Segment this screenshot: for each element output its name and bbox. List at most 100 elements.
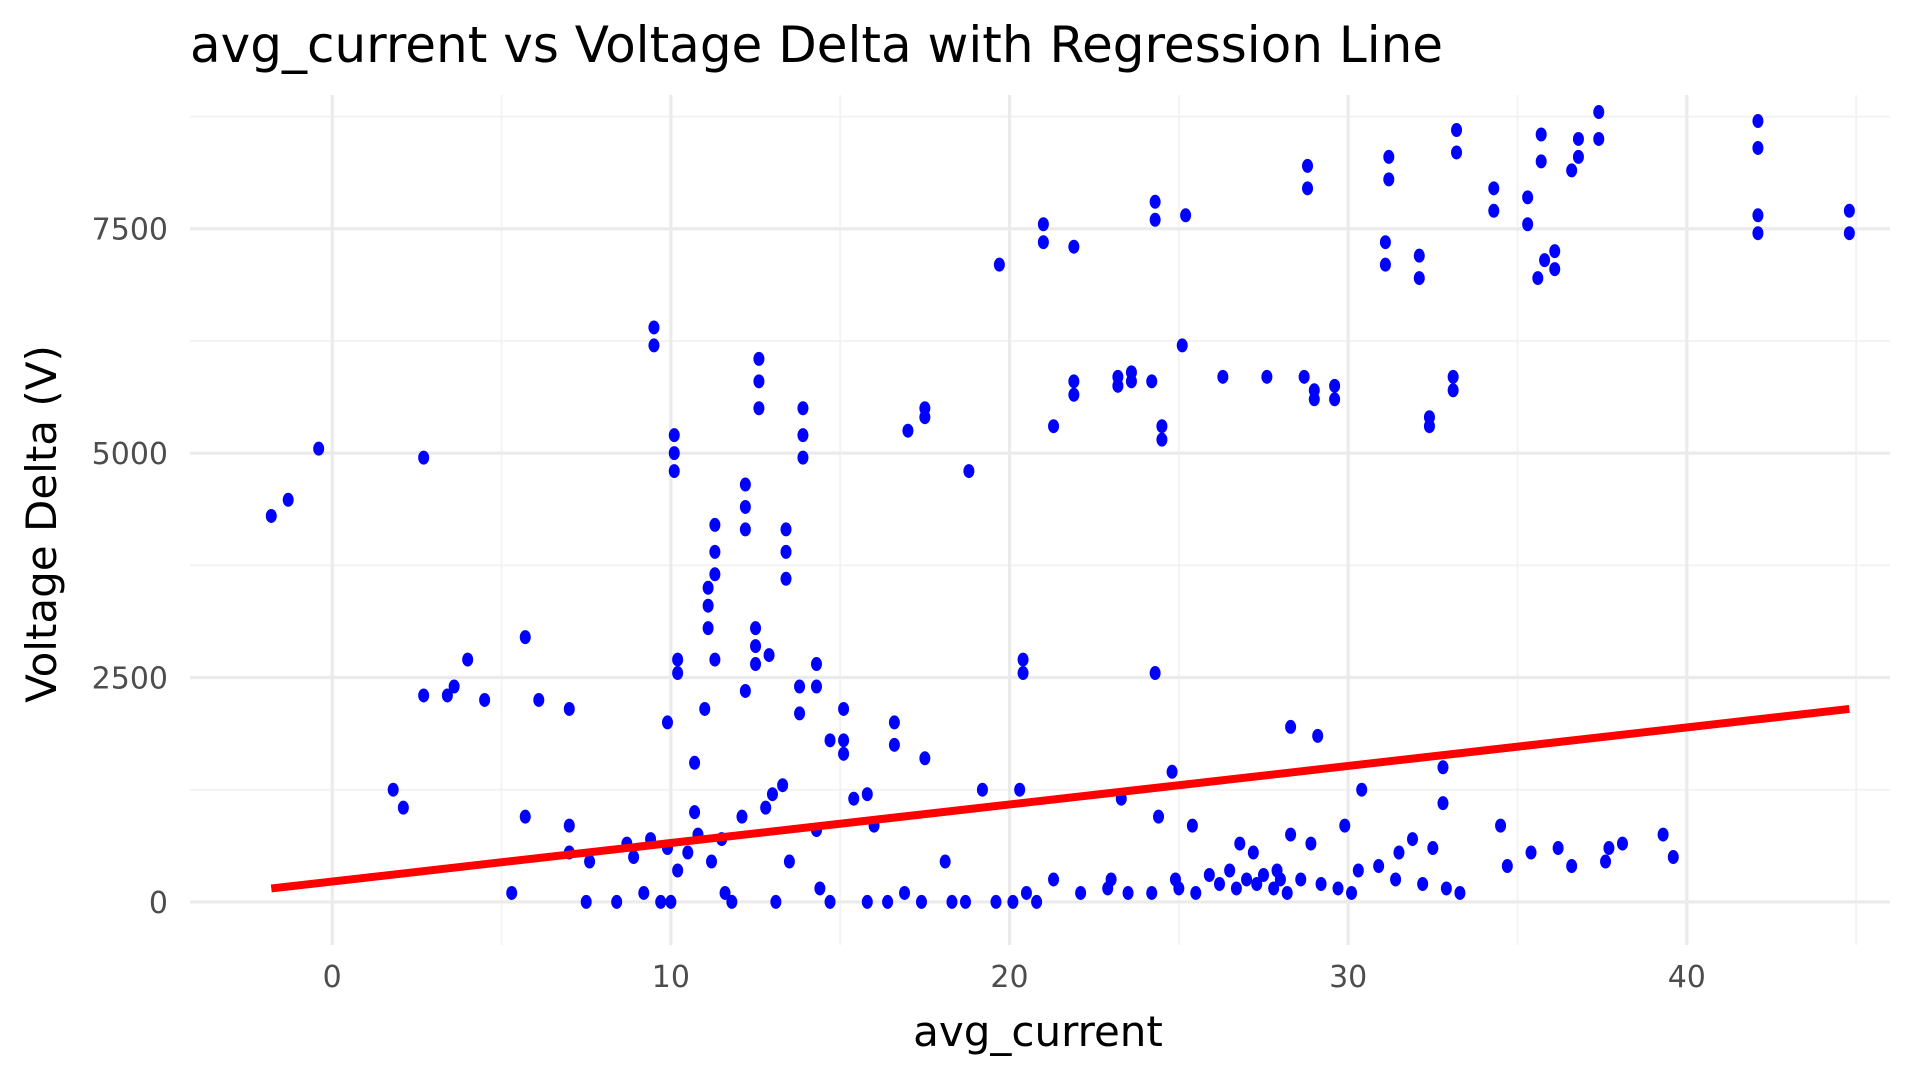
data-point <box>902 423 914 438</box>
data-point <box>702 598 714 613</box>
data-point <box>661 715 673 730</box>
data-point <box>702 621 714 636</box>
data-point <box>780 522 792 537</box>
data-point <box>1356 782 1368 797</box>
data-point <box>1031 894 1043 909</box>
data-point <box>672 652 684 667</box>
data-point <box>1535 127 1547 142</box>
data-point <box>462 652 474 667</box>
data-point <box>753 401 765 416</box>
data-point <box>1308 383 1320 398</box>
data-point <box>1149 666 1161 681</box>
data-point <box>1020 885 1032 900</box>
data-point <box>1600 854 1612 869</box>
data-point <box>1352 863 1364 878</box>
data-point <box>668 446 680 461</box>
regression-line <box>270 704 1850 893</box>
data-point <box>1241 872 1253 887</box>
data-point <box>1305 836 1317 851</box>
data-point <box>1122 885 1134 900</box>
data-point <box>682 845 694 860</box>
data-point <box>1522 217 1534 232</box>
data-point <box>1224 863 1236 878</box>
data-point <box>584 854 596 869</box>
data-point <box>1346 885 1358 900</box>
data-point <box>1037 235 1049 250</box>
data-point <box>638 885 650 900</box>
data-point <box>702 580 714 595</box>
data-point <box>1166 764 1178 779</box>
data-point <box>753 374 765 389</box>
regression-line-layer <box>270 704 1850 893</box>
data-point <box>1251 876 1263 891</box>
data-point <box>1549 244 1561 259</box>
data-point <box>699 701 711 716</box>
data-point <box>1285 719 1297 734</box>
data-point <box>1268 881 1280 896</box>
data-point <box>976 782 988 797</box>
data-point <box>797 401 809 416</box>
data-point <box>1413 271 1425 286</box>
data-point <box>1125 365 1137 380</box>
x-tick-labels: 0 10 20 30 40 <box>323 960 1706 995</box>
data-point <box>1281 885 1293 900</box>
data-point <box>1048 872 1060 887</box>
data-point <box>479 692 491 707</box>
data-point <box>1447 369 1459 384</box>
data-point <box>1075 885 1087 900</box>
data-point <box>1312 728 1324 743</box>
data-point <box>861 894 873 909</box>
data-point <box>1261 369 1273 384</box>
data-point <box>533 692 545 707</box>
data-point <box>397 800 409 815</box>
data-point <box>1603 841 1615 856</box>
y-tick-label: 7500 <box>92 213 168 248</box>
data-point <box>1593 131 1605 146</box>
data-point <box>1295 872 1307 887</box>
data-point <box>770 894 782 909</box>
data-point <box>736 809 748 824</box>
data-point <box>1379 257 1391 272</box>
data-point <box>1447 383 1459 398</box>
data-point <box>1488 181 1500 196</box>
data-point <box>766 787 778 802</box>
data-point <box>1440 881 1452 896</box>
data-point <box>838 733 850 748</box>
data-point <box>861 787 873 802</box>
data-point <box>1501 859 1513 874</box>
y-tick-label: 2500 <box>92 662 168 697</box>
data-point <box>750 657 762 672</box>
data-point <box>665 894 677 909</box>
data-point <box>750 639 762 654</box>
data-point <box>1217 369 1229 384</box>
data-point <box>563 701 575 716</box>
minor-gridlines <box>190 95 1890 945</box>
data-point <box>1017 652 1029 667</box>
data-point <box>1234 836 1246 851</box>
data-point <box>709 567 721 582</box>
data-point <box>1843 226 1855 241</box>
data-point <box>783 854 795 869</box>
data-point <box>1657 827 1669 842</box>
data-point <box>882 894 894 909</box>
data-point <box>1549 262 1561 277</box>
data-point <box>689 805 701 820</box>
data-point <box>1383 149 1395 164</box>
data-point <box>709 517 721 532</box>
data-point <box>580 894 592 909</box>
data-point <box>1566 859 1578 874</box>
data-point <box>1407 832 1419 847</box>
data-point <box>794 706 806 721</box>
data-point <box>672 863 684 878</box>
data-point <box>1068 387 1080 402</box>
data-point <box>750 621 762 636</box>
data-point <box>763 648 775 663</box>
data-point <box>1454 885 1466 900</box>
data-point <box>1843 203 1855 218</box>
data-point <box>824 894 836 909</box>
data-point <box>739 522 751 537</box>
data-point <box>939 854 951 869</box>
data-point <box>810 679 822 694</box>
data-points <box>265 105 1855 909</box>
